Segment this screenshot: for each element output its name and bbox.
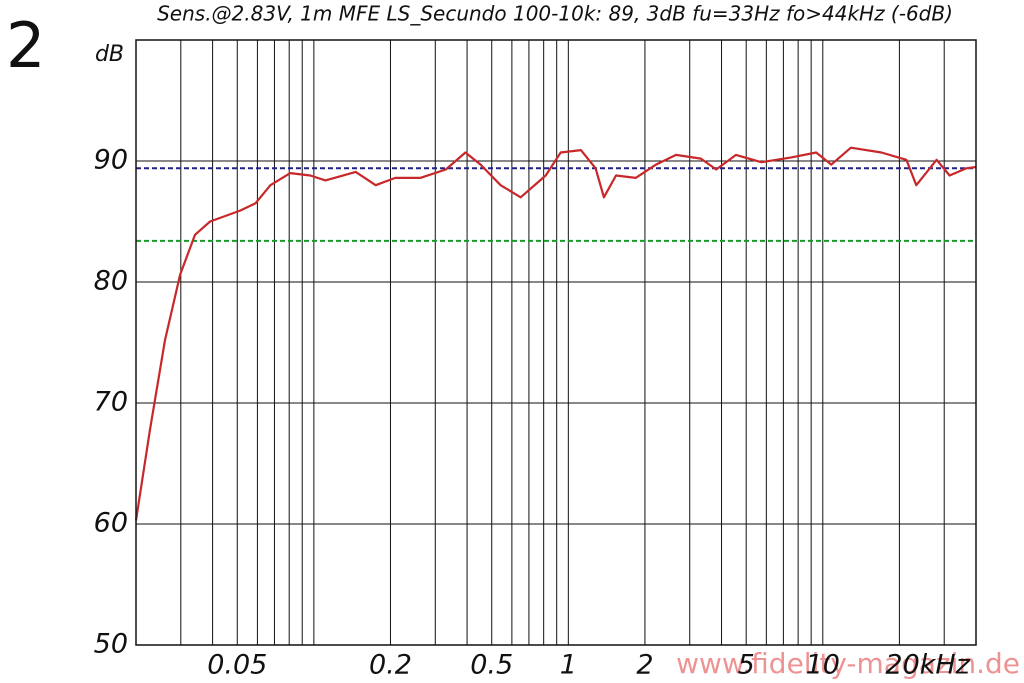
x-tick-label: 0.05 [207,650,267,681]
y-tick-label: 60 [94,508,128,539]
panel-label: 2 [6,9,45,82]
response-curve [134,146,977,521]
chart-title: Sens.@2.83V, 1m MFE LS_Secundo 100-10k: … [157,2,953,26]
y-axis-label: dB [95,42,124,67]
x-tick-label: 2 [636,650,653,681]
x-tick-label: 0.5 [470,650,513,681]
x-tick-label: 10 [806,650,840,681]
x-tick-label: 20kHz [885,650,970,681]
plot-frame [135,39,977,646]
x-tick-label: 0.2 [369,650,412,681]
y-tick-label: 90 [94,145,128,176]
watermark: www.fidelity-magazin.de [676,647,1020,680]
x-tick-label: 1 [560,650,577,681]
x-tick-label: 5 [738,650,755,681]
y-tick-label: 70 [94,387,128,418]
y-tick-label: 80 [94,266,128,297]
y-tick-label: 50 [94,629,128,660]
